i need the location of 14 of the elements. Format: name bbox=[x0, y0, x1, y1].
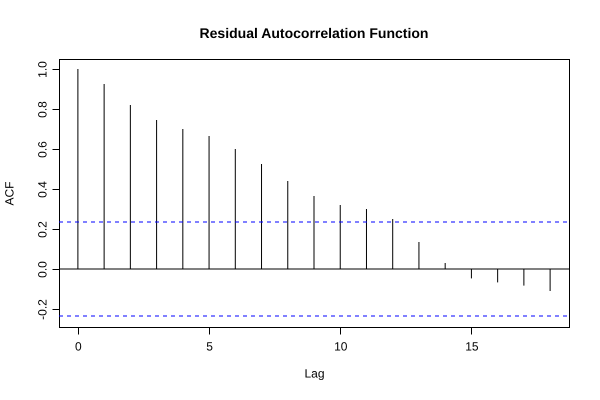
chart-title: Residual Autocorrelation Function bbox=[200, 25, 428, 41]
y-tick-label: 0.0 bbox=[36, 260, 50, 278]
y-axis-title: ACF bbox=[2, 182, 16, 206]
y-tick-label: 1.0 bbox=[36, 60, 50, 78]
y-tick-label: 0.2 bbox=[36, 220, 50, 238]
x-tick-label: 15 bbox=[465, 340, 479, 354]
y-tick-label: 0.6 bbox=[36, 140, 50, 158]
x-tick-label: 5 bbox=[206, 340, 214, 354]
x-tick-label: 10 bbox=[334, 340, 348, 354]
x-tick-label: 0 bbox=[75, 340, 82, 354]
y-tick-label: 0.4 bbox=[36, 180, 50, 198]
y-tick-label: 0.8 bbox=[36, 100, 50, 118]
x-axis-title: Lag bbox=[304, 366, 325, 380]
y-tick-label: -0.2 bbox=[36, 298, 50, 320]
